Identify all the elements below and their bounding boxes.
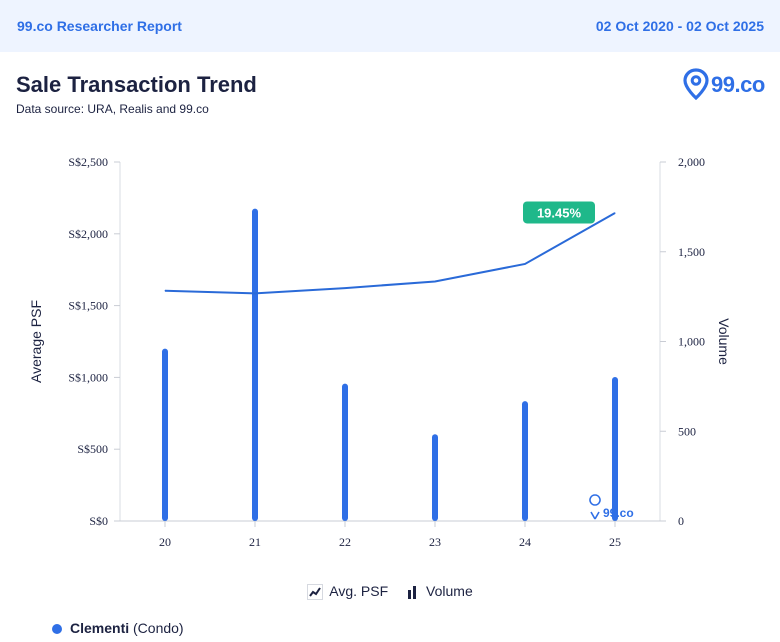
avg-psf-line — [164, 212, 616, 295]
x-tick-label: 24 — [519, 535, 531, 549]
report-header: 99.co Researcher Report 02 Oct 2020 - 02… — [0, 0, 780, 52]
x-tick-label: 20 — [159, 535, 171, 549]
date-range: 02 Oct 2020 - 02 Oct 2025 — [595, 18, 764, 34]
x-tick-label: 25 — [609, 535, 621, 549]
right-tick-label: 0 — [678, 514, 684, 528]
volume-bar — [342, 383, 348, 521]
x-tick-label: 23 — [429, 535, 441, 549]
left-tick-label: S$500 — [77, 442, 108, 456]
avg-psf-point — [344, 287, 346, 289]
right-tick-label: 1,000 — [678, 335, 705, 349]
x-tick-label: 21 — [249, 535, 261, 549]
transaction-chart: S$0 S$500 S$1,000 S$1,500 S$2,000 S$2,500 0 500… — [28, 155, 732, 549]
avg-psf-point — [164, 290, 166, 292]
legend-item-avg-psf[interactable]: Avg. PSF — [307, 583, 388, 600]
bar-chart-icon — [408, 585, 417, 599]
series-color-dot — [52, 624, 62, 635]
right-tick-label: 2,000 — [678, 155, 705, 169]
volume-bar — [432, 434, 438, 521]
left-tick-label: S$2,000 — [68, 227, 108, 241]
series-label: Clementi (Condo) — [52, 620, 184, 636]
chart-legend: Avg. PSF Volume — [0, 582, 780, 600]
left-tick-label: S$0 — [89, 514, 108, 528]
legend-label-avg-psf: Avg. PSF — [329, 582, 389, 599]
avg-psf-point — [434, 280, 436, 282]
y-axis-left-title: Average PSF — [28, 300, 44, 383]
report-title: 99.co Researcher Report — [17, 18, 182, 34]
avg-psf-point — [524, 263, 526, 265]
x-tick-label: 22 — [339, 535, 351, 549]
series-name: Clementi — [70, 620, 130, 636]
avg-psf-point — [614, 212, 616, 214]
growth-badge — [523, 201, 595, 224]
legend-label-volume: Volume — [426, 582, 473, 599]
watermark-text: 99.co — [603, 506, 634, 520]
right-tick-label: 500 — [678, 424, 696, 438]
growth-badge-label: 19.45% — [537, 205, 582, 220]
legend-item-volume[interactable]: Volume — [404, 583, 473, 600]
volume-bar — [252, 208, 258, 522]
location-pin-icon — [683, 68, 709, 100]
page-title: Sale Transaction Trend — [16, 72, 257, 97]
avg-psf-point — [254, 292, 256, 294]
left-tick-label: S$2,500 — [68, 155, 108, 169]
volume-bar — [612, 377, 618, 521]
watermark-pin-icon — [589, 494, 601, 520]
left-tick-label: S$1,000 — [68, 370, 108, 384]
y-axis-right-title: Volume — [716, 318, 732, 365]
series-type: (Condo) — [133, 620, 184, 636]
volume-bar — [522, 401, 528, 521]
logo-text: 99.co — [711, 72, 765, 97]
line-chart-icon — [307, 583, 324, 600]
right-tick-label: 1,500 — [678, 245, 705, 259]
left-tick-label: S$1,500 — [68, 299, 108, 313]
volume-bar — [162, 348, 168, 521]
data-source: Data source: URA, Realis and 99.co — [16, 102, 209, 116]
brand-logo: 99.co — [683, 68, 767, 102]
